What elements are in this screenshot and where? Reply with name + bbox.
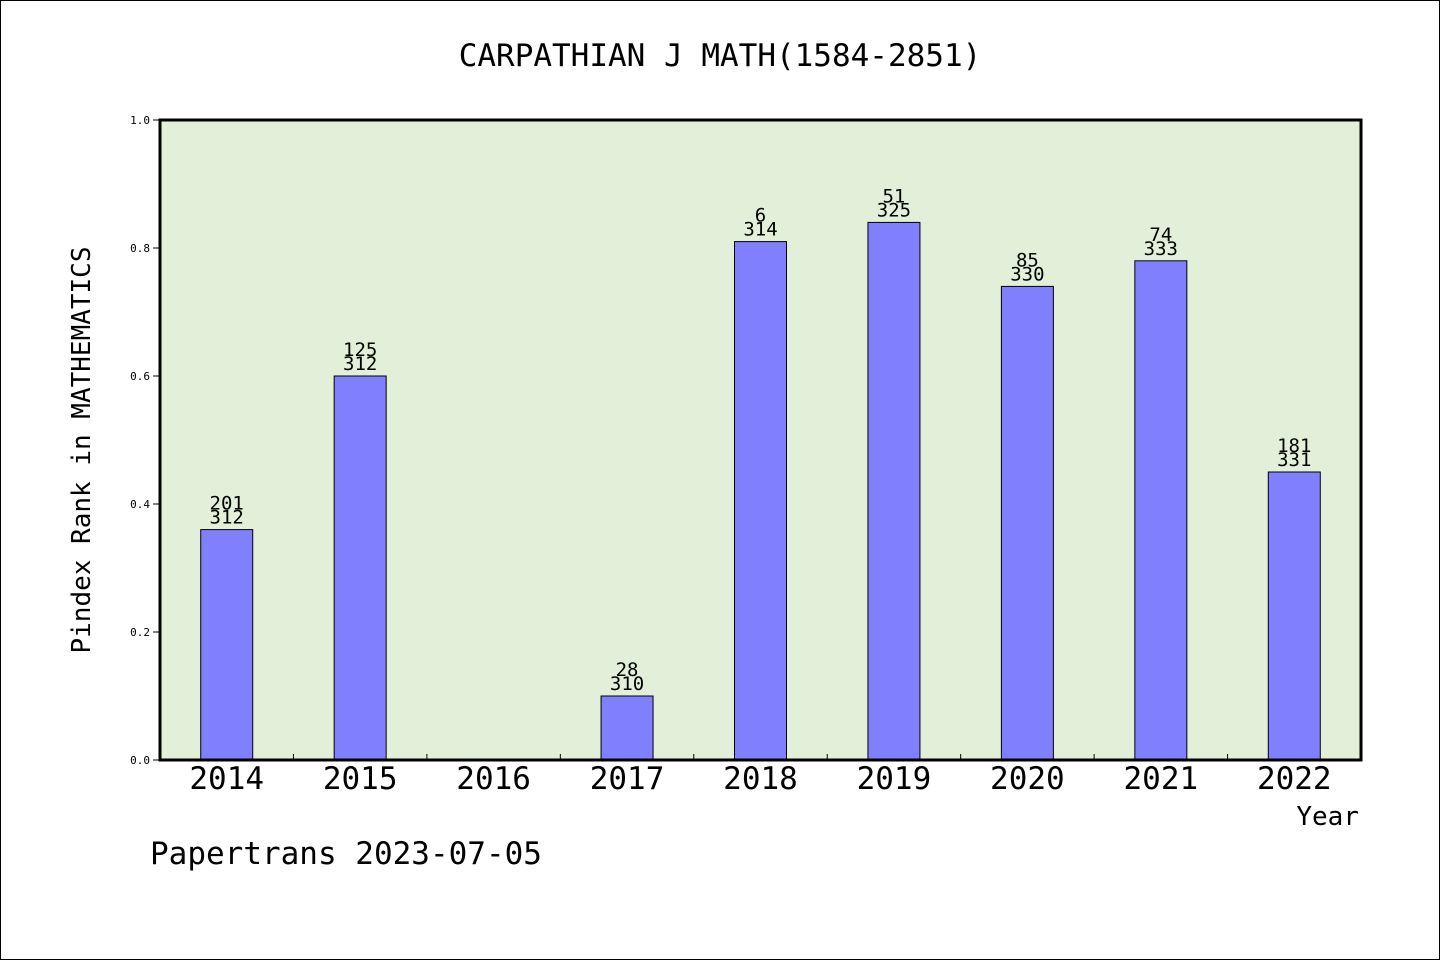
- bar-label-bottom: 312: [343, 353, 377, 375]
- y-axis: 0.0 0.2 0.4 0.6 0.8 1.0: [130, 114, 160, 767]
- bar-label-bottom: 310: [610, 673, 644, 695]
- bar: [1267, 471, 1321, 761]
- bar-label-top: 6: [755, 205, 766, 227]
- y-tick-label: 0.8: [130, 242, 150, 255]
- x-tick-label: 2020: [990, 761, 1065, 797]
- x-tick-label: 2021: [1124, 761, 1199, 797]
- bar: [200, 529, 254, 761]
- bar-label-top: 74: [1149, 224, 1172, 246]
- bar-label-bottom: 314: [743, 219, 777, 241]
- bar-label-bottom: 333: [1144, 238, 1178, 260]
- x-tick-label: 2016: [456, 761, 531, 797]
- x-axis-label: Year: [1296, 802, 1359, 832]
- bar: [734, 241, 787, 761]
- x-tick-label: 2015: [323, 761, 398, 797]
- bar: [1134, 260, 1188, 761]
- y-tick-label: 0.2: [130, 626, 150, 639]
- bar: [600, 695, 654, 761]
- x-axis: 2014 2015 2016 2017 2018 2019 2020 2021 2022: [189, 754, 1332, 797]
- bar-label-bottom: 331: [1277, 449, 1311, 471]
- y-axis-label: Pindex Rank in MATHEMATICS: [67, 247, 97, 654]
- bar-label-top: 201: [210, 493, 244, 515]
- x-tick-label: 2018: [723, 761, 798, 797]
- bar-label-top: 28: [616, 659, 639, 681]
- bar-series: [200, 221, 1321, 761]
- footer-credit: Papertrans 2023-07-05: [150, 836, 542, 872]
- bar-label-bottom: 312: [210, 507, 244, 529]
- bar-label-bottom: 330: [1010, 263, 1044, 285]
- bar: [867, 221, 921, 761]
- y-tick-label: 0.0: [130, 754, 150, 767]
- plot-frame: [158, 118, 1363, 762]
- bar-label-top: 51: [882, 185, 905, 207]
- x-tick-label: 2014: [189, 761, 264, 797]
- bar-label-top: 85: [1016, 249, 1039, 271]
- y-tick-label: 0.6: [130, 370, 150, 383]
- y-tick-label: 1.0: [130, 114, 150, 127]
- y-tick-label: 0.4: [130, 498, 150, 511]
- bar-data-labels: 2013121253122831063145132585330743331813…: [210, 185, 1312, 695]
- x-tick-label: 2022: [1257, 761, 1332, 797]
- bar-label-top: 125: [343, 339, 377, 361]
- bar-label-top: 181: [1277, 435, 1311, 457]
- bar-label-bottom: 325: [877, 199, 911, 221]
- x-tick-label: 2017: [590, 761, 665, 797]
- x-tick-label: 2019: [857, 761, 932, 797]
- chart-title: CARPATHIAN J MATH(1584-2851): [459, 38, 982, 74]
- bar: [333, 375, 387, 761]
- bar: [1000, 285, 1054, 761]
